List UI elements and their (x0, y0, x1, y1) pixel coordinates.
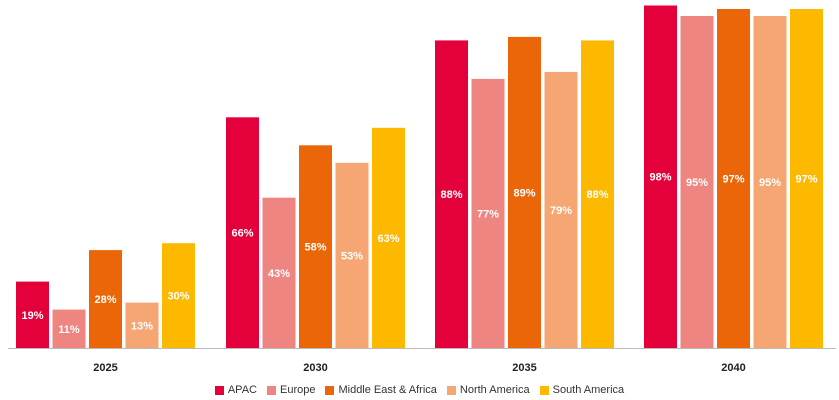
legend-item: Europe (266, 384, 316, 396)
data-label: 88% (440, 189, 462, 201)
bar-apac-2040 (644, 5, 677, 348)
x-tick-label: 2040 (721, 362, 745, 374)
bar-apac-2035 (435, 40, 468, 349)
legend-item: Middle East & Africa (325, 384, 437, 396)
data-label: 95% (686, 177, 708, 189)
data-label: 28% (94, 294, 116, 306)
legend-item: South America (539, 384, 625, 396)
bar-north-america-2025 (125, 302, 159, 348)
data-label: 97% (795, 174, 817, 186)
data-label: 88% (586, 189, 608, 201)
legend-label: Middle East & Africa (338, 384, 437, 396)
bar-chart: 19% 11% 28% 13% 30% 66% 43% 58% 53% 63% 88% 77% 89% 7… (8, 5, 836, 374)
data-label: 13% (131, 320, 153, 332)
data-label: 89% (513, 188, 535, 200)
bar-south-america-2035 (581, 40, 614, 349)
legend-swatch (266, 385, 276, 395)
bar-middle-east-africa-2040 (717, 9, 750, 348)
x-tick-labels: 2025 2030 2035 2040 (93, 362, 745, 374)
bar-north-america-2035 (544, 71, 578, 349)
bar-europe-2030 (262, 197, 296, 348)
bar-north-america-2030 (335, 162, 369, 348)
bar-middle-east-africa-2035 (508, 36, 541, 349)
data-label: 11% (58, 324, 80, 336)
x-tick-label: 2025 (93, 362, 117, 374)
data-label: 95% (759, 177, 781, 189)
bar-europe-2025 (52, 309, 86, 348)
data-label: 63% (377, 233, 399, 245)
data-label: 58% (304, 242, 326, 254)
legend-swatch (214, 385, 224, 395)
legend-swatch (325, 385, 335, 395)
legend-label: Europe (279, 384, 316, 396)
data-label: 43% (268, 268, 290, 280)
bar-apac-2030 (226, 117, 259, 348)
data-label: 30% (167, 291, 189, 303)
legend-item: North America (446, 384, 530, 396)
data-label: 79% (550, 205, 572, 217)
data-label: 98% (649, 172, 671, 184)
legend: APAC Europe Middle East & Africa North Amer… (0, 384, 839, 396)
bar-south-america-2030 (372, 127, 405, 348)
data-label: 53% (341, 250, 363, 262)
bar-north-america-2040 (753, 16, 787, 348)
bar-europe-2035 (471, 78, 505, 349)
legend-item: APAC (214, 384, 257, 396)
data-label: 97% (722, 174, 744, 186)
data-label: 19% (21, 310, 43, 322)
bar-middle-east-africa-2025 (89, 250, 122, 348)
legend-label: APAC (227, 384, 257, 396)
bar-europe-2040 (680, 16, 714, 348)
x-tick-label: 2035 (512, 362, 536, 374)
legend-swatch (539, 385, 549, 395)
bar-south-america-2025 (162, 243, 195, 348)
bars-layer (16, 5, 823, 349)
bar-apac-2025 (16, 281, 49, 348)
data-label: 66% (231, 228, 253, 240)
x-tick-label: 2030 (303, 362, 327, 374)
bar-south-america-2040 (790, 9, 823, 348)
legend-label: South America (552, 384, 625, 396)
data-labels-layer: 19% 11% 28% 13% 30% 66% 43% 58% 53% 63% 88% 77% 89% 7… (21, 172, 817, 336)
legend-label: North America (459, 384, 530, 396)
data-label: 77% (477, 208, 499, 220)
legend-swatch (446, 385, 456, 395)
bar-middle-east-africa-2030 (299, 145, 332, 348)
